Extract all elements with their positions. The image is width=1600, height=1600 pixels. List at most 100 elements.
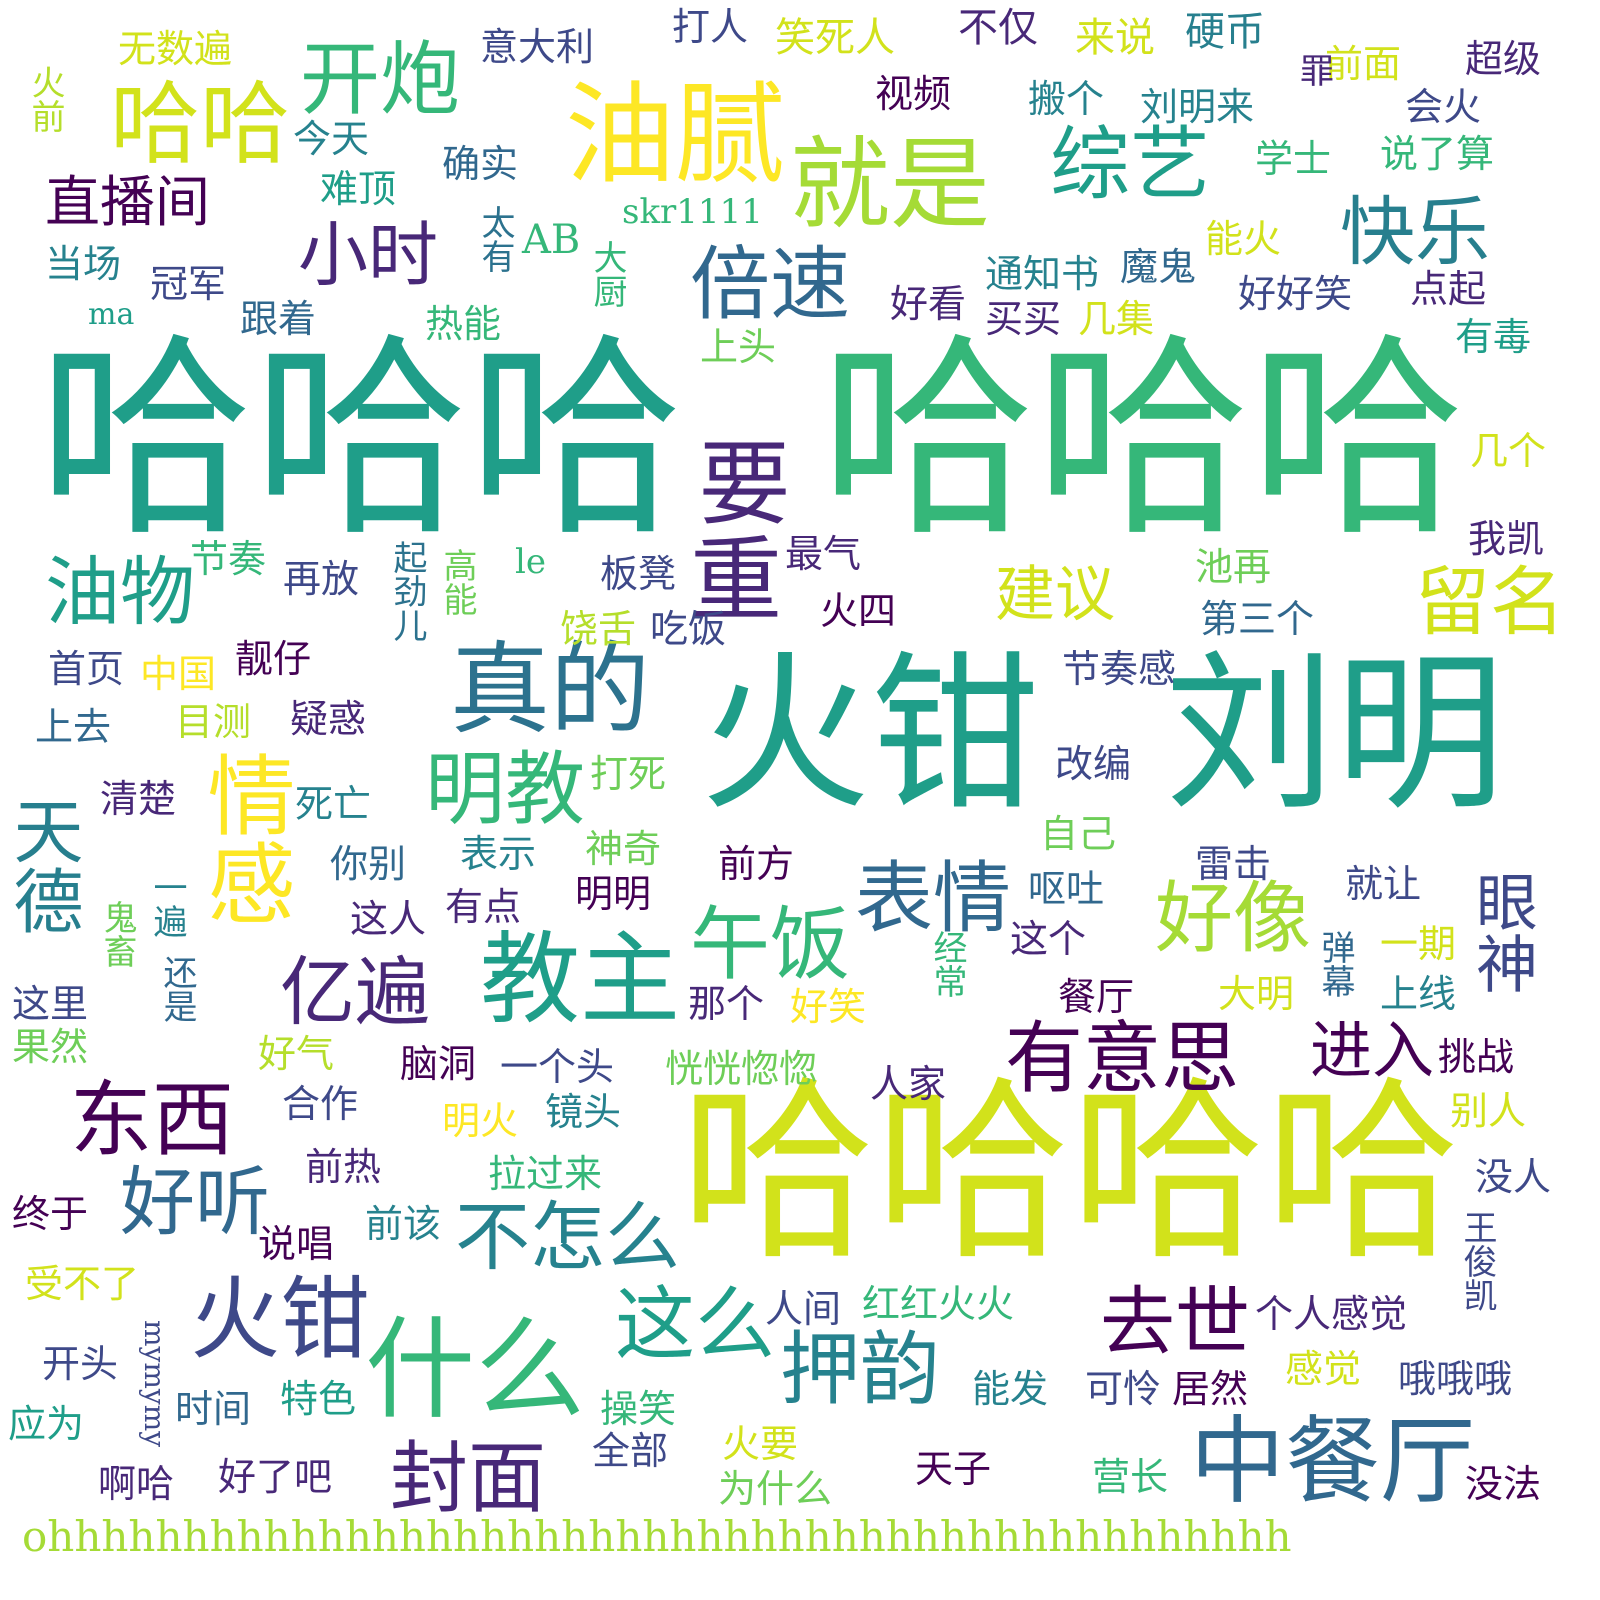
word: 全部 <box>592 1429 669 1473</box>
word: 靓仔 <box>235 637 312 681</box>
word: 有点 <box>445 885 522 929</box>
word: 难顶 <box>320 167 397 211</box>
word: 东西 <box>70 1073 235 1168</box>
word: 就是 <box>790 126 990 243</box>
word: 餐厅 <box>1058 975 1135 1019</box>
word: 一遍 <box>147 870 187 938</box>
word: 搬个 <box>1028 77 1105 121</box>
word: 买买 <box>985 297 1062 341</box>
word: 没人 <box>1475 1155 1552 1199</box>
word: 火四 <box>820 589 897 633</box>
word: 前面 <box>1325 42 1402 86</box>
word: 人间 <box>765 1287 842 1331</box>
word: 笑死人 <box>775 15 895 61</box>
word: 押韵 <box>780 1323 940 1416</box>
word: 表示 <box>460 832 537 876</box>
word: 无数遍 <box>118 27 233 71</box>
word: skr1111 <box>622 192 763 232</box>
word: 能火 <box>1205 217 1282 261</box>
word: 时间 <box>175 1387 252 1431</box>
word: 清楚 <box>100 777 177 821</box>
word: 红红火火 <box>862 1282 1015 1326</box>
word: 超级 <box>1465 37 1542 81</box>
word: 最气 <box>785 532 862 576</box>
word: 几个 <box>1470 429 1547 473</box>
word: 我凯 <box>1468 517 1545 561</box>
word: 进入 <box>1310 1014 1435 1087</box>
word: 好气 <box>258 1032 335 1076</box>
word: 受不了 <box>25 1262 140 1306</box>
word: 前该 <box>365 1202 442 1246</box>
word: 好像 <box>1155 874 1312 964</box>
word: 人家 <box>870 1062 947 1106</box>
word: 几集 <box>1078 297 1155 341</box>
word: 冠军 <box>150 262 227 306</box>
word: 啊哈 <box>98 1462 175 1506</box>
word: 哈哈 <box>110 72 290 177</box>
word: 你别 <box>330 842 407 886</box>
word: 油物 <box>45 548 196 636</box>
word: 这人 <box>350 897 427 941</box>
word: 死亡 <box>295 782 372 826</box>
word: 吃饭 <box>650 607 727 651</box>
word: 魔鬼 <box>1120 245 1197 289</box>
word: 哈哈哈哈 <box>680 1059 1460 1286</box>
word: 视频 <box>875 72 952 116</box>
word: 这里 <box>12 982 89 1026</box>
word: 留名 <box>1415 558 1566 646</box>
word: 操笑 <box>600 1387 677 1431</box>
word: 刘明来 <box>1140 85 1255 129</box>
word: 综艺 <box>1050 118 1210 211</box>
word: 池再 <box>1195 545 1272 589</box>
word: 感觉 <box>1285 1347 1362 1391</box>
word: 什么 <box>365 1306 585 1434</box>
word: 直播间 <box>45 170 211 234</box>
word: 这个 <box>1010 917 1087 961</box>
word: 不仅 <box>958 5 1038 51</box>
word: 火要 <box>722 1422 799 1466</box>
word: 哈哈哈 <box>38 314 683 565</box>
word: 哦哦哦 <box>1398 1357 1513 1401</box>
word: 疑惑 <box>290 697 367 741</box>
word: 那个 <box>688 982 765 1026</box>
word: 说了算 <box>1380 132 1495 176</box>
word: 火钳 <box>190 1267 370 1372</box>
word: 有意思 <box>1005 1014 1240 1104</box>
word: 高能 <box>437 548 477 616</box>
word: le <box>515 542 546 582</box>
word: 来说 <box>1075 15 1155 61</box>
word: 好听 <box>120 1158 271 1246</box>
word: 表情 <box>855 854 1012 944</box>
word: 教主 <box>480 921 680 1038</box>
word: 火前 <box>25 65 65 133</box>
word: 会火 <box>1405 85 1482 129</box>
word: 经常 <box>927 930 967 998</box>
word: 一个头 <box>500 1045 615 1089</box>
word: 不怎么 <box>455 1193 681 1281</box>
word: 可怜 <box>1085 1367 1162 1411</box>
word: 午饭 <box>690 898 850 991</box>
word: 建议 <box>995 560 1115 630</box>
word: 节奏感 <box>1062 647 1177 691</box>
word: 为什么 <box>718 1467 833 1511</box>
word: 节奏 <box>190 537 267 581</box>
word: 封面 <box>390 1434 547 1524</box>
word: 别人 <box>1450 1089 1527 1133</box>
word: 有毒 <box>1455 315 1532 359</box>
word: 自己 <box>1040 812 1117 856</box>
word: 这么 <box>615 1278 775 1371</box>
word: 火钳 <box>700 636 1041 834</box>
word: 点起 <box>1410 267 1487 311</box>
word: ohhhhhhhhhhhhhhhhhhhhhhhhhhhhhhhhhhhhhhh… <box>22 1512 1292 1561</box>
word: 就让 <box>1345 862 1422 906</box>
word: 学士 <box>1255 137 1332 181</box>
word: 大明 <box>1218 972 1295 1016</box>
word: 打人 <box>672 5 749 49</box>
word: 开头 <box>42 1342 119 1386</box>
word: 小时 <box>298 214 438 296</box>
word: 意大利 <box>480 25 595 69</box>
word: 镜头 <box>545 1090 622 1134</box>
word: 重 <box>690 527 783 634</box>
word: 开炮 <box>300 33 460 126</box>
word: 呕吐 <box>1028 867 1105 911</box>
